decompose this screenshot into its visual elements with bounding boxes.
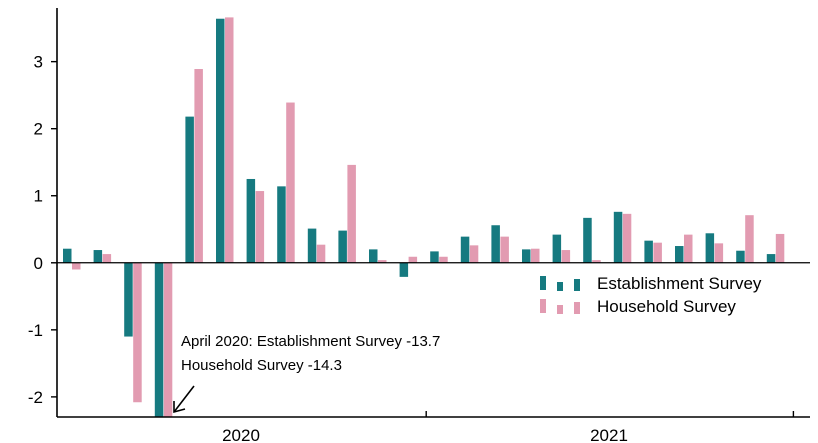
x-axis-ticks — [425, 411, 795, 417]
x-year-label-2020: 2020 — [222, 426, 260, 443]
bar-establishment — [93, 250, 103, 263]
legend-label-establishment: Establishment Survey — [597, 274, 762, 293]
legend-swatch-establishment-block — [574, 279, 580, 291]
bar-establishment — [705, 233, 715, 263]
annotation-arrow-head — [173, 401, 186, 414]
legend-swatch-establishment-block — [540, 276, 546, 290]
bar-household — [225, 17, 234, 263]
legend-swatch-household — [540, 299, 580, 314]
y-axis-ticks: -2 -1 0 1 2 3 — [28, 53, 57, 407]
bar-household — [286, 102, 295, 263]
annotation-line-1: April 2020: Establishment Survey -13.7 — [181, 333, 440, 350]
bar-household — [653, 242, 662, 263]
bar-household — [194, 69, 203, 263]
bars — [63, 17, 785, 417]
bar-establishment — [246, 178, 256, 263]
bar-household — [745, 215, 754, 263]
legend-swatch-establishment — [540, 276, 580, 291]
bar-establishment — [430, 251, 439, 263]
annotation-line-2: Household Survey -14.3 — [181, 357, 342, 374]
bar-establishment — [766, 254, 776, 263]
bar-establishment — [583, 217, 592, 263]
bar-establishment — [399, 262, 409, 277]
bar-establishment — [63, 248, 72, 263]
bar-establishment — [307, 228, 317, 263]
bar-household — [72, 262, 81, 270]
annotation-arrow — [173, 385, 195, 414]
bar-household — [163, 262, 173, 417]
legend-swatch-household-block — [557, 305, 563, 314]
y-tick-label: -1 — [28, 321, 43, 340]
bar-establishment — [154, 262, 164, 417]
bar-establishment — [185, 116, 194, 263]
bar-establishment — [491, 225, 500, 263]
bar-establishment — [552, 234, 562, 263]
bar-household — [622, 213, 632, 263]
annotation-arrow-shaft — [173, 385, 195, 413]
bar-household — [439, 256, 448, 263]
x-year-label-2021: 2021 — [590, 426, 628, 443]
bar-establishment — [277, 186, 286, 263]
legend-label-household: Household Survey — [597, 297, 736, 316]
bar-household — [561, 250, 571, 263]
legend-swatch-establishment-block — [557, 282, 563, 291]
bar-establishment — [675, 246, 684, 263]
bar-household — [684, 234, 693, 263]
bar-establishment — [124, 262, 133, 337]
bar-household — [469, 245, 479, 263]
bar-household — [531, 248, 540, 263]
bar-establishment — [369, 249, 378, 263]
bar-household — [378, 260, 387, 263]
bar-establishment — [736, 250, 745, 263]
y-tick-label: -2 — [28, 388, 43, 407]
legend: Establishment Survey Household Survey — [540, 274, 762, 316]
bar-establishment — [644, 240, 653, 263]
legend-swatch-household-block — [540, 299, 546, 313]
bar-household — [133, 262, 142, 403]
bar-establishment — [613, 211, 623, 263]
y-tick-label: 2 — [34, 120, 43, 139]
bar-establishment — [216, 18, 225, 263]
bar-household — [500, 236, 509, 263]
bar-household — [775, 233, 785, 263]
y-tick-label: 1 — [34, 187, 43, 206]
bar-establishment — [460, 236, 470, 263]
bar-household — [347, 164, 356, 263]
legend-swatch-household-block — [574, 302, 580, 314]
bar-establishment — [338, 230, 347, 263]
bar-household — [316, 244, 326, 263]
bar-household — [714, 243, 724, 263]
bar-household — [408, 256, 418, 263]
y-tick-label: 3 — [34, 53, 43, 72]
bar-establishment — [522, 249, 531, 263]
bar-household — [255, 191, 265, 263]
bar-household — [102, 254, 112, 263]
bar-household — [592, 260, 601, 263]
y-tick-label: 0 — [34, 254, 43, 273]
